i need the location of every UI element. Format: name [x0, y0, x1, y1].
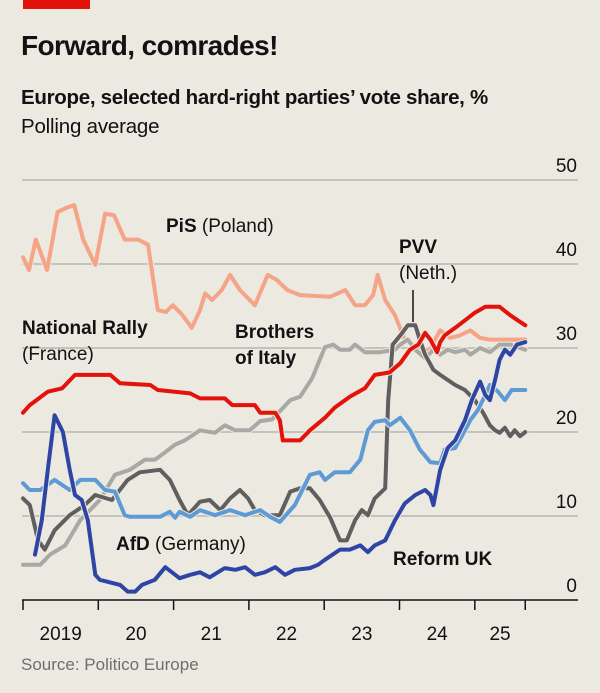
label-pis-rest: (Poland) — [197, 216, 274, 237]
y-tick-label: 0 — [566, 576, 577, 597]
label-pvv: PVV — [399, 237, 437, 258]
gridlines — [22, 179, 578, 517]
x-tick-label: 25 — [489, 624, 510, 645]
series-labels: PiS (Poland) National Rally (France) Brothe… — [22, 216, 493, 570]
source-note: Source: Politico Europe — [21, 655, 199, 674]
series-lines — [20, 202, 529, 595]
series-line-afd — [21, 383, 528, 524]
label-national-rally: National Rally — [22, 318, 148, 339]
label-national-rally-bold: National Rally — [22, 318, 148, 339]
label-pvv-country-rest: (Neth.) — [399, 263, 457, 284]
series-line-reform-uk — [33, 340, 528, 594]
x-tick-label: 22 — [276, 624, 297, 645]
brand-red-bar — [23, 0, 90, 9]
label-brothers-of-italy-2: of Italy — [235, 348, 297, 369]
series-line-national-rally — [21, 304, 528, 443]
x-tick-label: 23 — [351, 624, 372, 645]
label-afd-rest: (Germany) — [150, 534, 246, 555]
x-axis: 2019 20 21 22 23 24 25 — [22, 599, 578, 645]
y-tick-label: 20 — [556, 408, 577, 429]
label-brothers-of-italy-2-bold: of Italy — [235, 348, 297, 369]
label-pis: PiS (Poland) — [166, 216, 274, 237]
y-tick-labels: 0 10 20 30 40 50 — [556, 156, 577, 597]
label-pvv-bold: PVV — [399, 237, 437, 258]
label-afd-bold: AfD — [116, 534, 150, 555]
x-tick-label: 2019 — [40, 624, 82, 645]
label-brothers-of-italy-bold: Brothers — [235, 322, 314, 343]
label-brothers-of-italy: Brothers — [235, 322, 314, 343]
chart-subtitle: Europe, selected hard-right parties’ vot… — [21, 86, 488, 109]
label-reform-uk: Reform UK — [393, 549, 493, 570]
y-tick-label: 10 — [556, 492, 577, 513]
chart-title: Forward, comrades! — [21, 30, 278, 61]
x-tick-label: 21 — [201, 624, 222, 645]
label-national-rally-country: (France) — [22, 344, 94, 365]
label-afd: AfD (Germany) — [116, 534, 246, 555]
label-national-rally-country-rest: (France) — [22, 344, 94, 365]
x-tick-label: 20 — [125, 624, 146, 645]
y-tick-label: 40 — [556, 240, 577, 261]
label-pvv-country: (Neth.) — [399, 263, 457, 284]
chart-note: Polling average — [21, 115, 160, 138]
y-tick-label: 50 — [556, 156, 577, 177]
x-tick-label: 24 — [427, 624, 449, 645]
series-line-brothers-of-italy — [21, 337, 528, 567]
label-reform-uk-bold: Reform UK — [393, 549, 493, 570]
label-pis-bold: PiS — [166, 216, 197, 237]
y-tick-label: 30 — [556, 324, 577, 345]
